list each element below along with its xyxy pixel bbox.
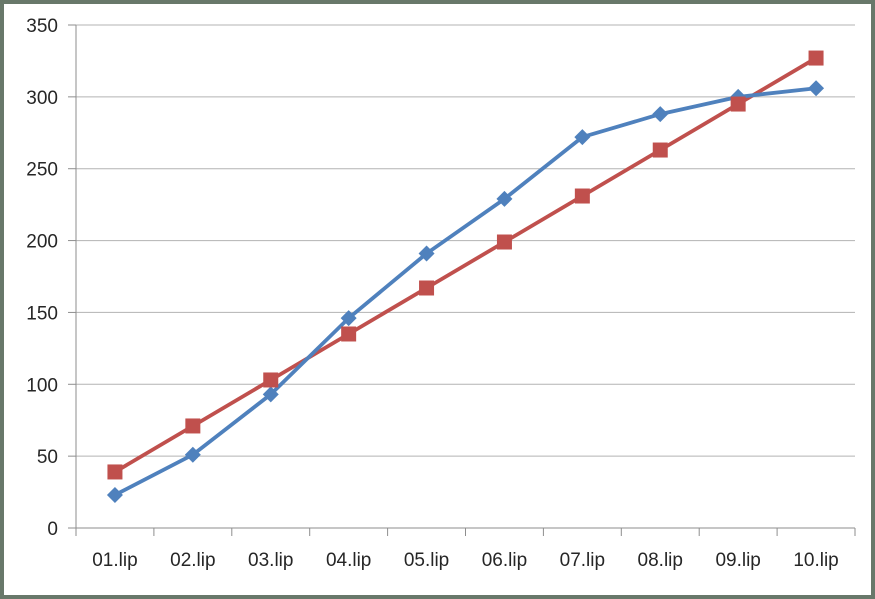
x-axis-label-02.lip: 02.lip bbox=[170, 550, 215, 571]
y-axis-label-0: 0 bbox=[47, 519, 58, 540]
y-axis-label-300: 300 bbox=[26, 88, 58, 109]
blue-diamond-series-point-08.lip bbox=[652, 106, 669, 123]
red-square-series-point-04.lip bbox=[341, 326, 357, 342]
red-square-series-point-09.lip bbox=[730, 96, 746, 112]
y-axis-label-100: 100 bbox=[26, 375, 58, 396]
red-square-series-point-02.lip bbox=[185, 418, 201, 434]
blue-diamond-series-point-03.lip bbox=[262, 386, 279, 403]
x-axis-label-04.lip: 04.lip bbox=[326, 550, 371, 571]
red-square-series-line bbox=[113, 56, 818, 474]
x-axis-label-05.lip: 05.lip bbox=[404, 550, 449, 571]
blue-diamond-series-point-05.lip bbox=[418, 245, 435, 262]
blue-diamond-series-point-01.lip bbox=[106, 486, 123, 503]
red-square-series-point-01.lip bbox=[107, 464, 123, 480]
y-axis-label-250: 250 bbox=[26, 160, 58, 181]
x-axis-label-01.lip: 01.lip bbox=[92, 550, 137, 571]
blue-diamond-series-point-06.lip bbox=[496, 190, 513, 207]
blue-diamond-series-point-04.lip bbox=[340, 310, 357, 327]
y-axis-label-150: 150 bbox=[26, 303, 58, 324]
line-chart: 0 50 100 150 200 250 300 350 01.lip 02.lip 03.lip 0… bbox=[26, 16, 856, 571]
red-square-series-point-06.lip bbox=[496, 234, 512, 250]
red-square-series-point-10.lip bbox=[808, 50, 824, 66]
x-axis-label-03.lip: 03.lip bbox=[248, 550, 293, 571]
blue-diamond-series-point-02.lip bbox=[184, 446, 201, 463]
blue-diamond-series-point-10.lip bbox=[808, 80, 825, 97]
red-square-series-point-08.lip bbox=[652, 142, 668, 158]
x-axis-label-09.lip: 09.lip bbox=[715, 550, 760, 571]
x-axis-label-08.lip: 08.lip bbox=[638, 550, 683, 571]
x-axis-label-07.lip: 07.lip bbox=[560, 550, 605, 571]
red-square-series-point-03.lip bbox=[263, 372, 279, 388]
red-square-series-point-07.lip bbox=[574, 188, 590, 204]
x-axis-label-06.lip: 06.lip bbox=[482, 550, 527, 571]
x-axis-label-10.lip: 10.lip bbox=[793, 550, 838, 571]
y-axis-label-350: 350 bbox=[26, 16, 58, 37]
blue-diamond-series-line bbox=[113, 86, 818, 497]
blue-diamond-series-point-07.lip bbox=[574, 129, 591, 146]
y-axis-label-200: 200 bbox=[26, 232, 58, 253]
y-axis-label-50: 50 bbox=[37, 447, 58, 468]
red-square-series-point-05.lip bbox=[419, 280, 435, 296]
